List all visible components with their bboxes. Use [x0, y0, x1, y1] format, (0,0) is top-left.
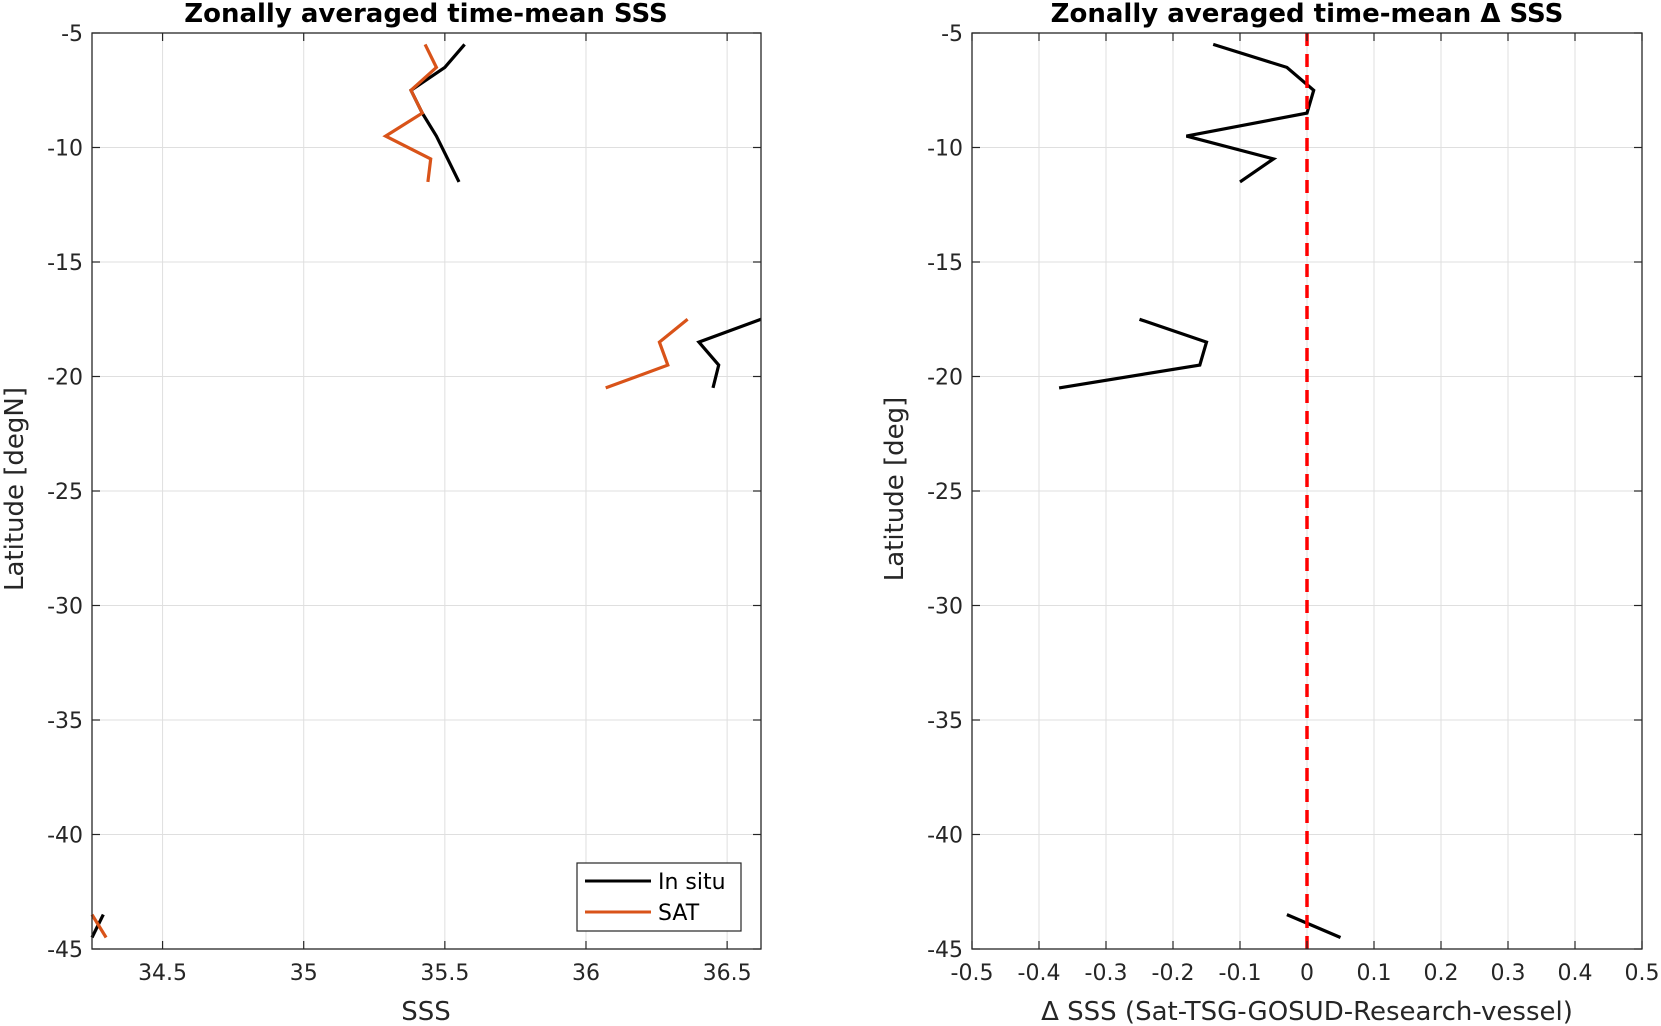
x-tick-label: 0.1	[1357, 961, 1392, 986]
series-0-line-segment-1	[1058, 317, 1209, 390]
legend-label-sat: SAT	[658, 901, 700, 926]
y-tick-label: -5	[61, 22, 83, 47]
sss-legend: In situ SAT	[576, 862, 742, 932]
delta-sss-y-axis-label: Latitude [deg]	[880, 397, 910, 582]
delta-sss-lines	[1058, 33, 1342, 949]
y-tick-label: -45	[927, 938, 963, 963]
series-0-line-segment-0	[1185, 42, 1316, 184]
x-tick-label: 0.5	[1625, 961, 1660, 986]
sss-y-axis-label: Latitude [degN]	[0, 387, 30, 591]
x-tick-label: -0.3	[1085, 961, 1128, 986]
x-tick-label: 34.5	[138, 961, 187, 986]
delta-sss-chart-title: Zonally averaged time-mean Δ SSS	[1051, 0, 1564, 29]
delta-sss-ticks: -0.5 -0.4 -0.3 -0.2 -0.1 0 0.1 0.2 0.3 0.4 0.5 -45 -…	[927, 22, 1659, 986]
legend-label-in-situ: In situ	[658, 870, 726, 895]
x-tick-label: 0.2	[1424, 961, 1459, 986]
y-tick-label: -5	[941, 22, 963, 47]
y-tick-label: -35	[47, 709, 83, 734]
y-tick-label: -15	[927, 251, 963, 276]
series-0-line-segment-0	[408, 43, 466, 183]
y-tick-label: -40	[47, 824, 83, 849]
y-tick-label: -15	[47, 251, 83, 276]
x-tick-label: 36	[572, 961, 600, 986]
y-tick-label: -30	[47, 595, 83, 620]
x-tick-label: 0.3	[1491, 961, 1526, 986]
delta-sss-panel: Zonally averaged time-mean Δ SSS -0.5 -0.…	[880, 0, 1660, 1026]
x-tick-label: -0.5	[951, 961, 994, 986]
sss-ticks: 34.5 35 35.5 36 36.5 -45 -40 -35 -30 -25 -20 -15 -10…	[47, 22, 761, 986]
y-tick-label: -40	[927, 824, 963, 849]
sss-lines	[90, 43, 762, 939]
series-1-line-segment-1	[605, 318, 689, 390]
y-tick-label: -10	[47, 137, 83, 162]
y-tick-label: -30	[927, 595, 963, 620]
x-tick-label: -0.2	[1152, 961, 1195, 986]
delta-sss-x-axis-label: Δ SSS (Sat-TSG-GOSUD-Research-vessel)	[1041, 997, 1573, 1026]
sss-x-axis-label: SSS	[401, 997, 451, 1026]
y-tick-label: -25	[927, 480, 963, 505]
series-1-line-segment-0	[382, 43, 439, 183]
x-tick-label: -0.1	[1219, 961, 1262, 986]
y-tick-label: -45	[47, 938, 83, 963]
series-1-line-segment-2	[90, 913, 108, 939]
legend-box	[576, 862, 742, 932]
series-0-line-segment-2	[1286, 913, 1342, 939]
sss-grid	[92, 32, 761, 950]
y-tick-label: -10	[927, 137, 963, 162]
sss-chart-title: Zonally averaged time-mean SSS	[184, 0, 668, 29]
series-0-line-segment-1	[696, 317, 762, 389]
sss-panel: Zonally averaged time-mean SSS 34.5 35 35.…	[0, 0, 762, 1026]
x-tick-label: -0.4	[1018, 961, 1061, 986]
x-tick-label: 35	[290, 961, 318, 986]
y-tick-label: -25	[47, 480, 83, 505]
x-tick-label: 35.5	[420, 961, 469, 986]
y-tick-label: -20	[47, 366, 83, 391]
x-tick-label: 36.5	[703, 961, 752, 986]
x-tick-label: 0.4	[1558, 961, 1593, 986]
y-tick-label: -20	[927, 366, 963, 391]
x-tick-label: 0	[1300, 961, 1314, 986]
y-tick-label: -35	[927, 709, 963, 734]
